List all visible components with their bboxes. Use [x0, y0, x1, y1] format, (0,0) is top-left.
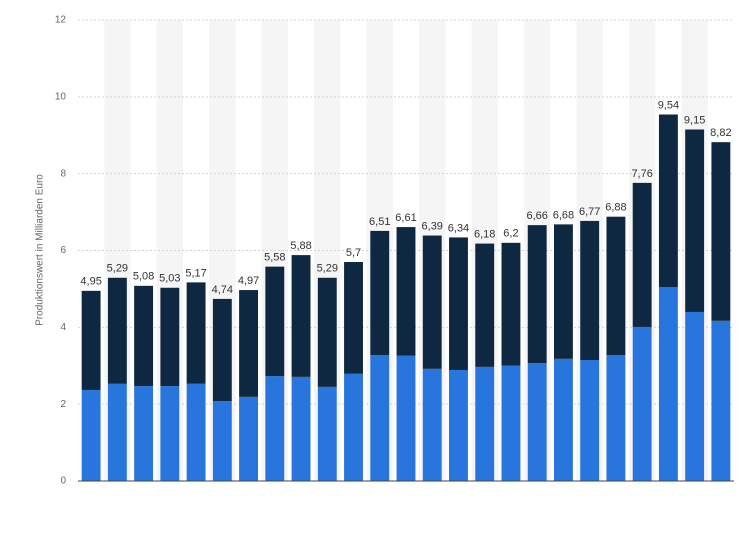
total-label: 4,74: [212, 284, 233, 296]
y-tick-label: 4: [60, 322, 66, 333]
bar-segment: [580, 220, 600, 360]
bar-segment: [580, 359, 600, 481]
bar-segment: [239, 396, 259, 481]
bar-segment: [107, 277, 127, 384]
y-tick-label: 6: [60, 245, 66, 256]
y-axis-label: Produktionswert in Milliarden Euro: [35, 174, 46, 326]
total-label: 4,95: [80, 276, 101, 288]
bar-segment: [134, 285, 154, 387]
y-tick-label: 8: [60, 168, 66, 179]
y-tick-label: 0: [60, 476, 66, 487]
bar-segment: [160, 386, 180, 481]
bar-segment: [265, 376, 285, 481]
total-label: 6,51: [369, 216, 390, 228]
total-label: 6,88: [605, 202, 626, 214]
bar-segment: [160, 287, 180, 387]
bar-segment: [606, 216, 626, 355]
bar-segment: [370, 354, 390, 481]
bar-segment: [396, 355, 416, 481]
bar-segment: [239, 290, 259, 397]
bar-segment: [658, 114, 678, 287]
bar-segment: [632, 326, 652, 481]
bar-segment: [658, 286, 678, 481]
bar-segment: [449, 237, 468, 370]
bar-segment: [685, 311, 705, 481]
bar-segment: [501, 365, 521, 481]
bar-segment: [685, 129, 705, 312]
total-label: 6,61: [395, 212, 416, 224]
bar-segment: [501, 242, 521, 366]
total-label: 5,7: [346, 247, 361, 259]
total-label: 4,97: [238, 275, 259, 287]
bar-segment: [107, 383, 127, 481]
total-label: 6,34: [448, 222, 469, 234]
bar-segment: [606, 354, 626, 481]
bar-segment: [449, 369, 468, 481]
bar-segment: [81, 389, 101, 481]
total-label: 6,39: [422, 220, 443, 232]
total-label: 7,76: [631, 168, 652, 180]
bar-segment: [186, 383, 206, 481]
total-label: 6,66: [526, 210, 547, 222]
total-label: 6,2: [503, 228, 518, 240]
bar-segment: [527, 225, 547, 364]
bar-segment: [212, 298, 232, 402]
bar-segment: [475, 366, 495, 481]
bar-segment: [344, 262, 363, 374]
bar-segment: [553, 358, 573, 481]
bar-segment: [475, 243, 495, 367]
bar-segment: [134, 386, 154, 481]
total-label: 6,77: [579, 206, 600, 218]
total-label: 6,18: [474, 228, 495, 240]
bar-segment: [422, 235, 442, 369]
bar-segment: [396, 227, 416, 356]
total-label: 8,82: [710, 127, 731, 139]
bar-segment: [291, 376, 311, 481]
total-label: 5,88: [290, 240, 311, 252]
total-label: 9,54: [658, 99, 679, 111]
total-label: 5,08: [133, 271, 154, 283]
bar-segment: [81, 290, 101, 390]
bar-segment: [265, 266, 285, 377]
total-label: 5,29: [107, 263, 128, 275]
total-label: 9,15: [684, 114, 705, 126]
y-tick-label: 12: [55, 15, 67, 26]
total-label: 5,17: [185, 267, 206, 279]
total-label: 6,68: [553, 209, 574, 221]
bar-segment: [291, 255, 311, 377]
y-tick-label: 10: [55, 91, 67, 102]
total-label: 5,58: [264, 252, 285, 264]
bar-segment: [344, 373, 363, 481]
bar-segment: [370, 230, 390, 355]
total-label: 5,03: [159, 273, 180, 285]
bar-segment: [317, 386, 337, 481]
y-tick-label: 2: [60, 399, 66, 410]
bar-segment: [317, 277, 337, 387]
bar-segment: [711, 320, 731, 481]
bar-segment: [422, 368, 442, 481]
bar-segment: [553, 224, 573, 359]
bar-segment: [527, 363, 547, 481]
bar-segment: [186, 282, 206, 384]
bar-segment: [711, 142, 731, 321]
total-label: 5,29: [317, 263, 338, 275]
bar-segment: [212, 401, 232, 481]
bar-segment: [632, 182, 652, 327]
